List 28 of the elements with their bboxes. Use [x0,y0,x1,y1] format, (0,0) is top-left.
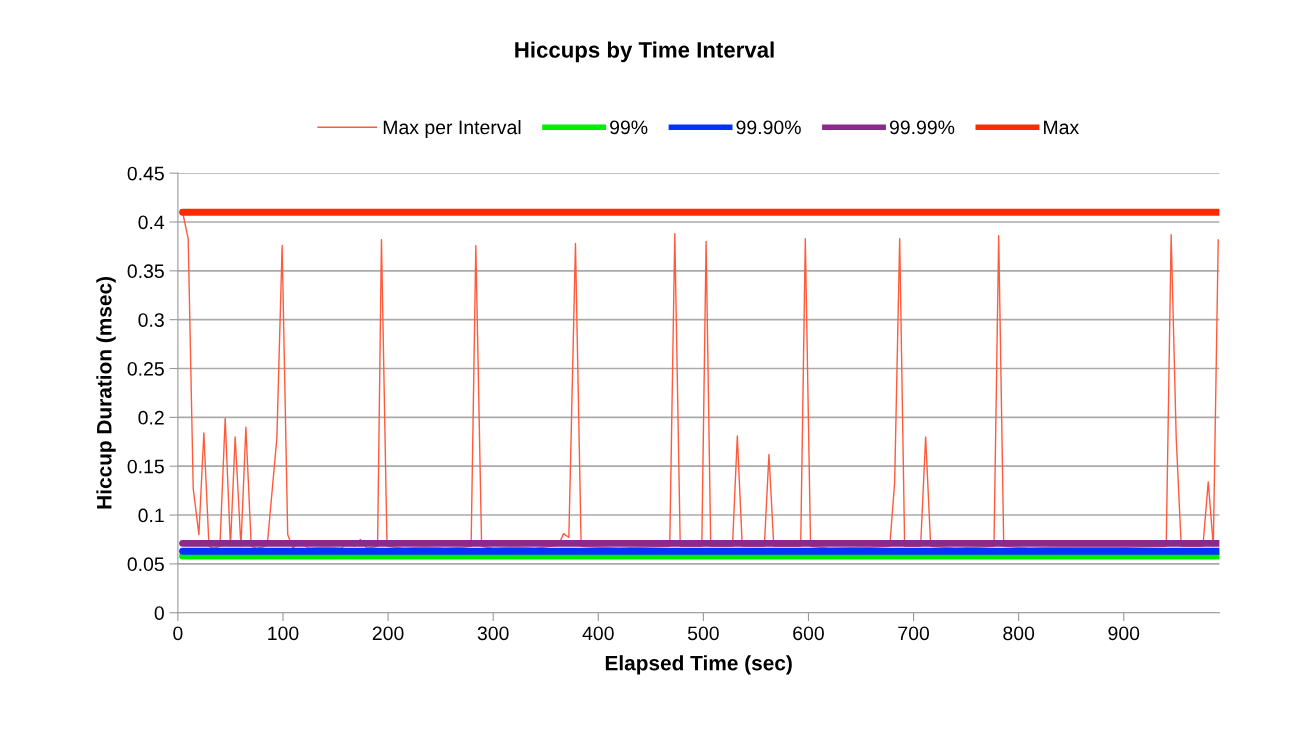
x-tick-label: 700 [898,626,930,641]
x-tick-label: 900 [1108,626,1140,641]
x-tick-label: 500 [687,626,719,641]
y-tick-label: 0.05 [127,557,164,572]
y-tick-label: 0.4 [138,215,165,230]
y-tick-label: 0.1 [138,508,164,523]
x-axis-title: Elapsed Time (sec) [605,655,792,675]
y-tick-label: 0.15 [127,459,164,474]
chart-title: Hiccups by Time Interval [515,41,774,63]
x-tick-label: 0 [173,626,183,641]
legend-label: 99.99% [889,120,955,135]
y-tick-label: 0 [154,606,164,620]
legend-label: Max [1044,120,1079,135]
y-tick-label: 0.45 [127,166,164,181]
y-tick-label: 0.35 [127,264,164,279]
legend-label: 99% [610,120,648,135]
x-tick-label: 800 [1003,626,1035,641]
y-axis-title: Hiccup Duration (msec) [96,277,116,509]
x-tick-label: 100 [268,626,299,641]
x-tick-label: 600 [793,626,824,641]
y-tick-label: 0.25 [127,361,164,376]
x-tick-label: 400 [582,626,614,641]
x-tick-label: 200 [372,626,404,641]
legend-label: Max per Interval [383,119,521,139]
y-tick-label: 0.2 [138,410,164,425]
y-tick-label: 0.3 [138,313,164,327]
legend-label: 99.90% [736,120,801,135]
x-tick-label: 300 [477,626,509,641]
